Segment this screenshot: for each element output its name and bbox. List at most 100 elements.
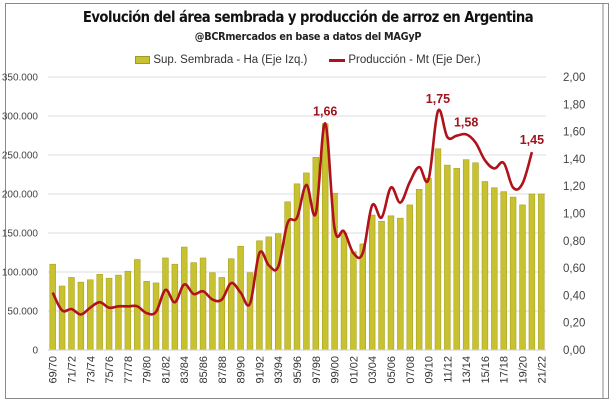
y-right-tick-label: 0,80 bbox=[563, 236, 585, 248]
y-left-tick-label: 350.000 bbox=[2, 73, 39, 84]
x-tick-label: 09/10 bbox=[424, 356, 436, 384]
bar-20/21 bbox=[528, 193, 536, 351]
y-right-tick-label: 1,00 bbox=[563, 209, 585, 221]
x-tick-label: 93/94 bbox=[273, 356, 285, 384]
bar-series-area bbox=[49, 123, 545, 351]
data-label-13/14: 1,58 bbox=[454, 115, 478, 129]
x-tick-label: 95/96 bbox=[292, 356, 304, 384]
y-left-tick-label: 50.000 bbox=[7, 307, 38, 318]
bar-79/80 bbox=[143, 281, 150, 351]
bar-82/83 bbox=[171, 263, 179, 351]
x-axis: 69/70 71/72 73/74 75/76 77/78 79/80 81/82 83/84… bbox=[48, 349, 548, 384]
bar-76/77 bbox=[115, 274, 122, 351]
bar-12/13 bbox=[453, 167, 460, 351]
x-tick-label: 75/76 bbox=[104, 356, 116, 384]
bar-13/14 bbox=[462, 159, 470, 351]
bar-93/94 bbox=[274, 233, 282, 351]
y-left-tick-label: 250.000 bbox=[2, 151, 39, 162]
bar-77/78 bbox=[124, 270, 132, 351]
data-label-20/21: 1,45 bbox=[520, 133, 544, 147]
bar-80/81 bbox=[152, 282, 160, 351]
legend-item-area: Sup. Sembrada - Ha (Eje Izq.) bbox=[135, 54, 307, 66]
x-tick-label: 89/90 bbox=[236, 356, 248, 384]
bar-88/89 bbox=[228, 258, 235, 351]
y-right-tick-label: 1,20 bbox=[563, 181, 585, 193]
bar-00/01 bbox=[340, 232, 348, 351]
y-axis-left: 0 50.000 100.000 150.000 200.000 250.000 300.0… bbox=[2, 73, 39, 357]
bar-14/15 bbox=[472, 162, 479, 351]
bar-08/09 bbox=[415, 189, 423, 351]
bar-17/18 bbox=[500, 191, 507, 351]
bar-19/20 bbox=[519, 204, 526, 351]
bar-15/16 bbox=[481, 181, 489, 351]
y-left-tick-label: 0 bbox=[32, 346, 38, 357]
bar-03/04 bbox=[368, 214, 376, 351]
bar-04/05 bbox=[378, 221, 385, 351]
x-tick-label: 13/14 bbox=[461, 356, 473, 384]
x-tick-label: 99/00 bbox=[330, 356, 342, 384]
bar-09/10 bbox=[425, 178, 432, 351]
bar-07/08 bbox=[406, 204, 413, 351]
x-tick-label: 73/74 bbox=[85, 356, 97, 384]
x-tick-label: 91/92 bbox=[254, 356, 266, 384]
legend-swatch-production bbox=[329, 58, 346, 62]
x-tick-label: 83/84 bbox=[179, 356, 191, 384]
x-tick-label: 01/02 bbox=[348, 356, 360, 384]
bar-16/17 bbox=[491, 187, 498, 351]
production-line bbox=[51, 108, 534, 316]
x-tick-label: 17/18 bbox=[499, 356, 511, 384]
x-tick-label: 19/20 bbox=[518, 356, 530, 384]
x-tick-label: 81/82 bbox=[160, 356, 172, 384]
data-labels: 1,66 1,75 1,58 1,45 bbox=[313, 92, 544, 147]
x-tick-label: 15/16 bbox=[480, 356, 492, 384]
y-right-tick-label: 0,20 bbox=[563, 318, 585, 330]
chart-subtitle: @BCRmercados en base a datos del MAGyP bbox=[194, 30, 422, 43]
x-tick-label: 77/78 bbox=[123, 356, 135, 384]
y-right-tick-label: 0,40 bbox=[563, 290, 585, 302]
y-left-tick-label: 100.000 bbox=[2, 268, 39, 279]
bar-98/99 bbox=[321, 123, 329, 351]
legend-label-production: Producción - Mt (Eje Der.) bbox=[348, 54, 481, 66]
bar-83/84 bbox=[181, 246, 188, 351]
y-right-tick-label: 1,60 bbox=[563, 127, 585, 139]
bar-71/72 bbox=[68, 277, 75, 351]
bar-86/87 bbox=[209, 272, 216, 351]
x-tick-label: 69/70 bbox=[48, 356, 60, 384]
bar-81/82 bbox=[162, 257, 169, 351]
y-right-tick-label: 0,00 bbox=[563, 345, 585, 357]
y-left-tick-label: 150.000 bbox=[2, 229, 39, 240]
line-series-production bbox=[51, 108, 534, 316]
legend-label-area: Sup. Sembrada - Ha (Eje Izq.) bbox=[153, 54, 308, 66]
y-right-tick-label: 2,00 bbox=[563, 72, 585, 84]
x-tick-label: 71/72 bbox=[66, 356, 78, 384]
bar-72/73 bbox=[77, 281, 85, 351]
legend-swatch-area bbox=[135, 56, 151, 64]
bar-87/88 bbox=[218, 277, 226, 351]
x-tick-label: 05/06 bbox=[386, 356, 398, 384]
bar-02/03 bbox=[359, 243, 366, 351]
bar-70/71 bbox=[58, 285, 66, 351]
chart-title: Evolución del área sembrada y producción… bbox=[82, 8, 534, 26]
y-right-tick-label: 1,80 bbox=[563, 99, 585, 111]
x-tick-label: 11/12 bbox=[442, 356, 454, 383]
x-tick-label: 79/80 bbox=[142, 356, 154, 384]
y-right-tick-label: 0,60 bbox=[563, 263, 585, 275]
bar-74/75 bbox=[96, 274, 103, 351]
bar-11/12 bbox=[444, 164, 451, 351]
data-label-98/99: 1,66 bbox=[313, 104, 337, 118]
legend-item-production: Producción - Mt (Eje Der.) bbox=[329, 54, 481, 66]
x-tick-label: 03/04 bbox=[367, 356, 379, 384]
bar-06/07 bbox=[397, 217, 404, 351]
bar-01/02 bbox=[350, 251, 357, 351]
bar-21/22 bbox=[538, 193, 545, 351]
x-tick-label: 85/86 bbox=[198, 356, 210, 384]
bar-10/11 bbox=[434, 148, 442, 351]
bar-84/85 bbox=[190, 262, 197, 351]
x-tick-label: 07/08 bbox=[405, 356, 417, 384]
bar-05/06 bbox=[387, 215, 395, 351]
bar-90/91 bbox=[246, 272, 254, 351]
bar-75/76 bbox=[105, 277, 113, 351]
y-right-tick-label: 1,40 bbox=[563, 154, 585, 166]
x-tick-label: 21/22 bbox=[536, 356, 548, 384]
